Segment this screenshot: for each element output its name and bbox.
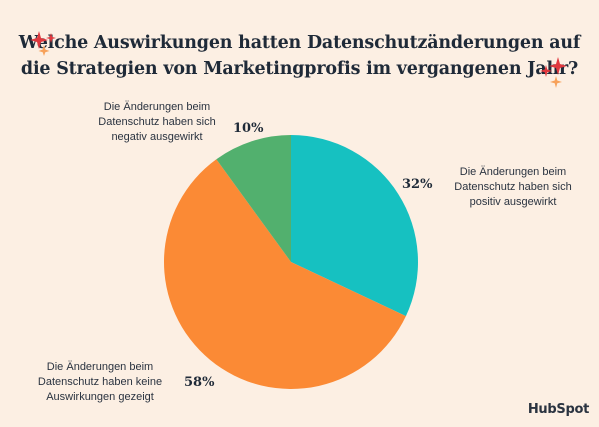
pie-slices	[163, 135, 418, 389]
sparkle-icon	[540, 57, 567, 88]
chart-title-line-2: die Strategien von Marketingprofis im ve…	[20, 59, 579, 79]
sparkle-icon	[30, 31, 56, 56]
slice-label-none: Die Änderungen beim Datenschutz haben ke…	[37, 361, 163, 403]
hubspot-logo: HubSpot	[527, 402, 589, 417]
pie-slice-none	[163, 159, 406, 389]
pct-label-none: 58%	[184, 375, 215, 390]
pie-slice-positive	[291, 135, 418, 317]
slice-label-negative: Die Änderungen beim Datenschutz haben si…	[98, 101, 216, 143]
slice-label-positive: Die Änderungen beim Datenschutz haben si…	[454, 166, 572, 208]
pct-label-positive: 32%	[402, 177, 433, 192]
chart-title: Welche Auswirkungen hatten Datenschutzän…	[0, 30, 599, 82]
chart-title-line-1: Welche Auswirkungen hatten Datenschutzän…	[18, 33, 581, 53]
pie-slice-negative	[216, 135, 291, 262]
pct-label-negative: 10%	[233, 121, 264, 136]
